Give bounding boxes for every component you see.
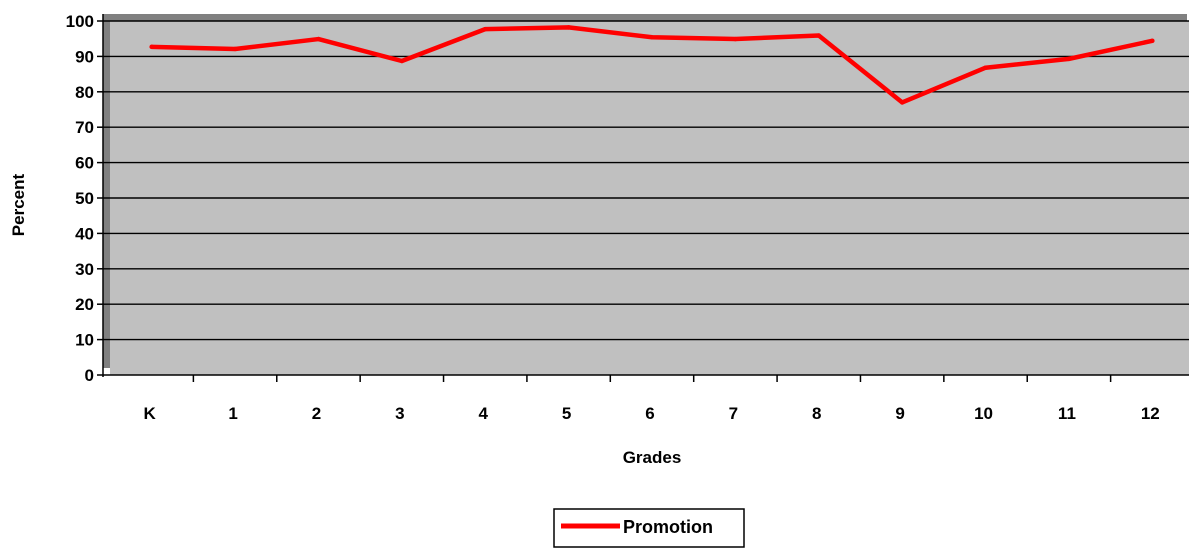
data-point xyxy=(816,33,821,38)
y-tick-label: 50 xyxy=(75,189,94,208)
data-point xyxy=(1066,56,1072,62)
x-axis-title: Grades xyxy=(623,448,682,467)
axes xyxy=(97,14,1189,382)
data-point xyxy=(316,36,321,42)
x-tick-label: 10 xyxy=(974,404,993,423)
y-tick-label: 30 xyxy=(75,260,94,279)
data-point xyxy=(1150,38,1155,44)
gridlines xyxy=(103,20,1189,341)
data-point xyxy=(899,100,905,105)
x-tick-label: 12 xyxy=(1141,404,1160,423)
x-tick-label: 9 xyxy=(895,404,904,423)
series-lines xyxy=(149,25,1155,105)
data-point xyxy=(983,65,988,70)
y-tick-label: 40 xyxy=(75,224,94,243)
legend: Promotion xyxy=(553,508,745,548)
y-tick-labels: 0 10 20 30 40 50 60 70 80 90 100 xyxy=(66,12,94,385)
x-tick-label: K xyxy=(144,404,157,423)
data-point xyxy=(483,26,488,32)
data-point xyxy=(566,25,571,30)
y-tick-label: 60 xyxy=(75,154,94,173)
x-tick-label: 5 xyxy=(562,404,571,423)
y-axis-title: Percent xyxy=(9,173,28,236)
data-point xyxy=(149,44,154,50)
x-tick-label: 1 xyxy=(228,404,237,423)
x-tick-label: 6 xyxy=(645,404,654,423)
plot-area xyxy=(103,14,1189,375)
data-point xyxy=(232,46,238,52)
data-point xyxy=(399,58,405,64)
data-point xyxy=(733,36,738,42)
y-tick-label: 20 xyxy=(75,295,94,314)
x-tick-label: 7 xyxy=(729,404,738,423)
data-point xyxy=(649,35,655,40)
y-tick-label: 0 xyxy=(85,366,94,385)
y-tick-label: 90 xyxy=(75,47,94,66)
x-tick-label: 4 xyxy=(478,404,488,423)
y-tick-label: 10 xyxy=(75,331,94,350)
x-tick-labels: K 1 2 3 4 5 6 7 8 9 10 11 12 xyxy=(144,404,1160,423)
y-tick-label: 80 xyxy=(75,83,94,102)
x-tick-label: 3 xyxy=(395,404,404,423)
x-tick-label: 11 xyxy=(1058,404,1076,423)
x-tick-label: 8 xyxy=(812,404,821,423)
x-tick-label: 2 xyxy=(312,404,321,423)
legend-label: Promotion xyxy=(623,517,713,537)
y-tick-label: 100 xyxy=(66,12,94,31)
y-tick-label: 70 xyxy=(75,118,94,137)
